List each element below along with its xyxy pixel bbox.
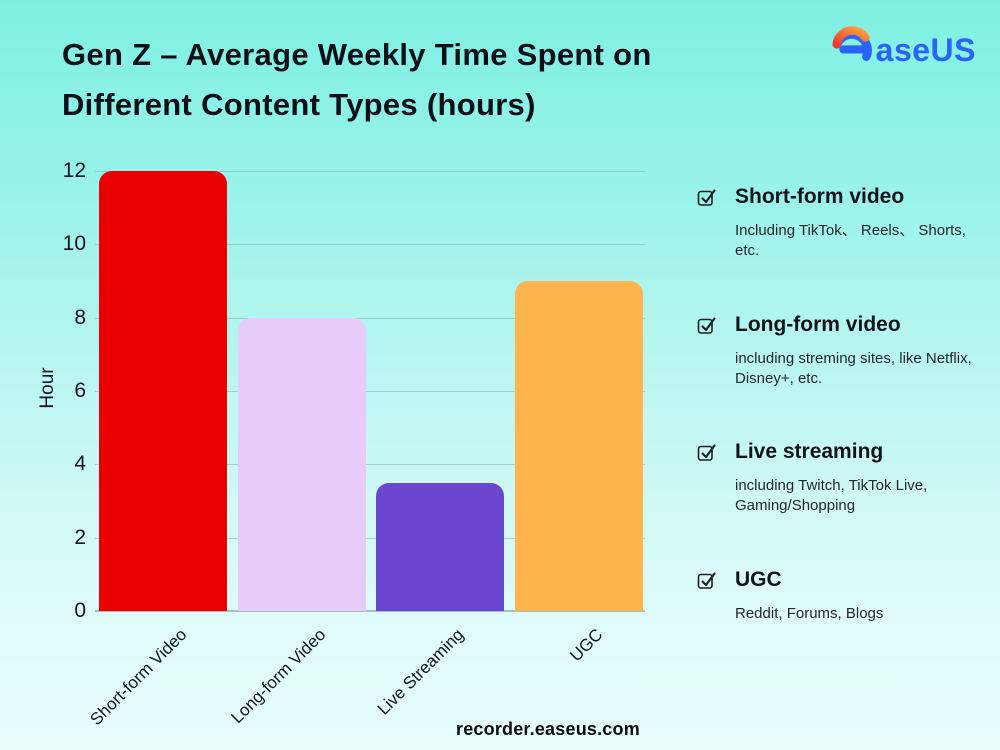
footer-site-url: recorder.easeus.com [456,719,640,739]
page-title: Gen Z – Average Weekly Time Spent on Dif… [62,37,652,122]
legend-item-title: Long-form video [735,312,901,336]
gridline [95,537,645,539]
y-tick-label: 6 [74,379,86,402]
legend-item-description: including Twitch, TikTok Live, Gaming/Sh… [735,477,928,515]
legend-item-description: Reddit, Forums, Blogs [735,605,884,623]
legend-item-description: including streming sites, like Netflix, … [735,349,972,387]
x-axis-baseline [95,610,645,612]
y-tick-label: 10 [62,232,86,256]
y-tick-label: 2 [74,525,86,549]
legend-item-description: Including TikTok、 Reels、 Shorts, etc. [735,222,966,259]
checkbox-checked-icon [697,442,717,467]
easeus-logo-text: aseUS [875,32,976,68]
easeus-e-icon [829,26,875,75]
legend-item-long-form-video: Long-form video including streming sites,… [695,313,975,389]
legend-item-ugc: UGC Reddit, Forums, Blogs [695,568,975,624]
legend-item-live-streaming: Live streaming including Twitch, TikTok L… [695,440,975,516]
bar-live-streaming [376,482,504,611]
bar-long-form-video [237,317,366,611]
y-tick-label: 12 [62,159,86,182]
checkbox-checked-icon [697,315,717,340]
legend-item-short-form-video: Short-form video Including TikTok、 Reels、… [695,185,975,261]
checkbox-checked-icon [697,187,717,212]
gridline [95,317,645,319]
legend-item-title: Short-form video [735,185,905,208]
checkbox-checked-icon [697,570,717,595]
easeus-logo: aseUS [829,26,976,75]
gridline [95,464,645,466]
y-tick-label: 4 [74,452,86,476]
bar-short-form-video [99,171,227,611]
gridline [95,171,645,172]
bar-ugc [514,281,643,611]
gridline [95,244,645,246]
y-tick-label: 0 [74,599,86,622]
gridline [95,391,645,392]
y-tick-label: 8 [74,305,86,329]
legend-item-title: Live streaming [735,440,884,464]
legend-item-title: UGC [735,568,782,592]
